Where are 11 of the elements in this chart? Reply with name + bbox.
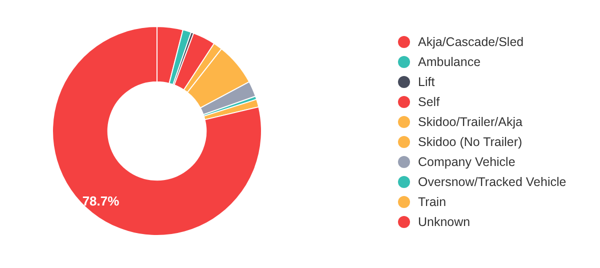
legend-label: Oversnow/Tracked Vehicle	[418, 175, 566, 189]
legend-label: Skidoo (No Trailer)	[418, 135, 522, 149]
legend-label: Train	[418, 195, 446, 209]
legend-label: Company Vehicle	[418, 155, 516, 169]
legend-label: Ambulance	[418, 55, 481, 69]
data-label: 78.7%	[82, 194, 120, 209]
legend-label: Unknown	[418, 215, 470, 229]
legend-label: Akja/Cascade/Sled	[418, 35, 524, 49]
legend-label: Self	[418, 95, 440, 109]
legend-label: Lift	[418, 75, 435, 89]
legend-label: Skidoo/Trailer/Akja	[418, 115, 522, 129]
